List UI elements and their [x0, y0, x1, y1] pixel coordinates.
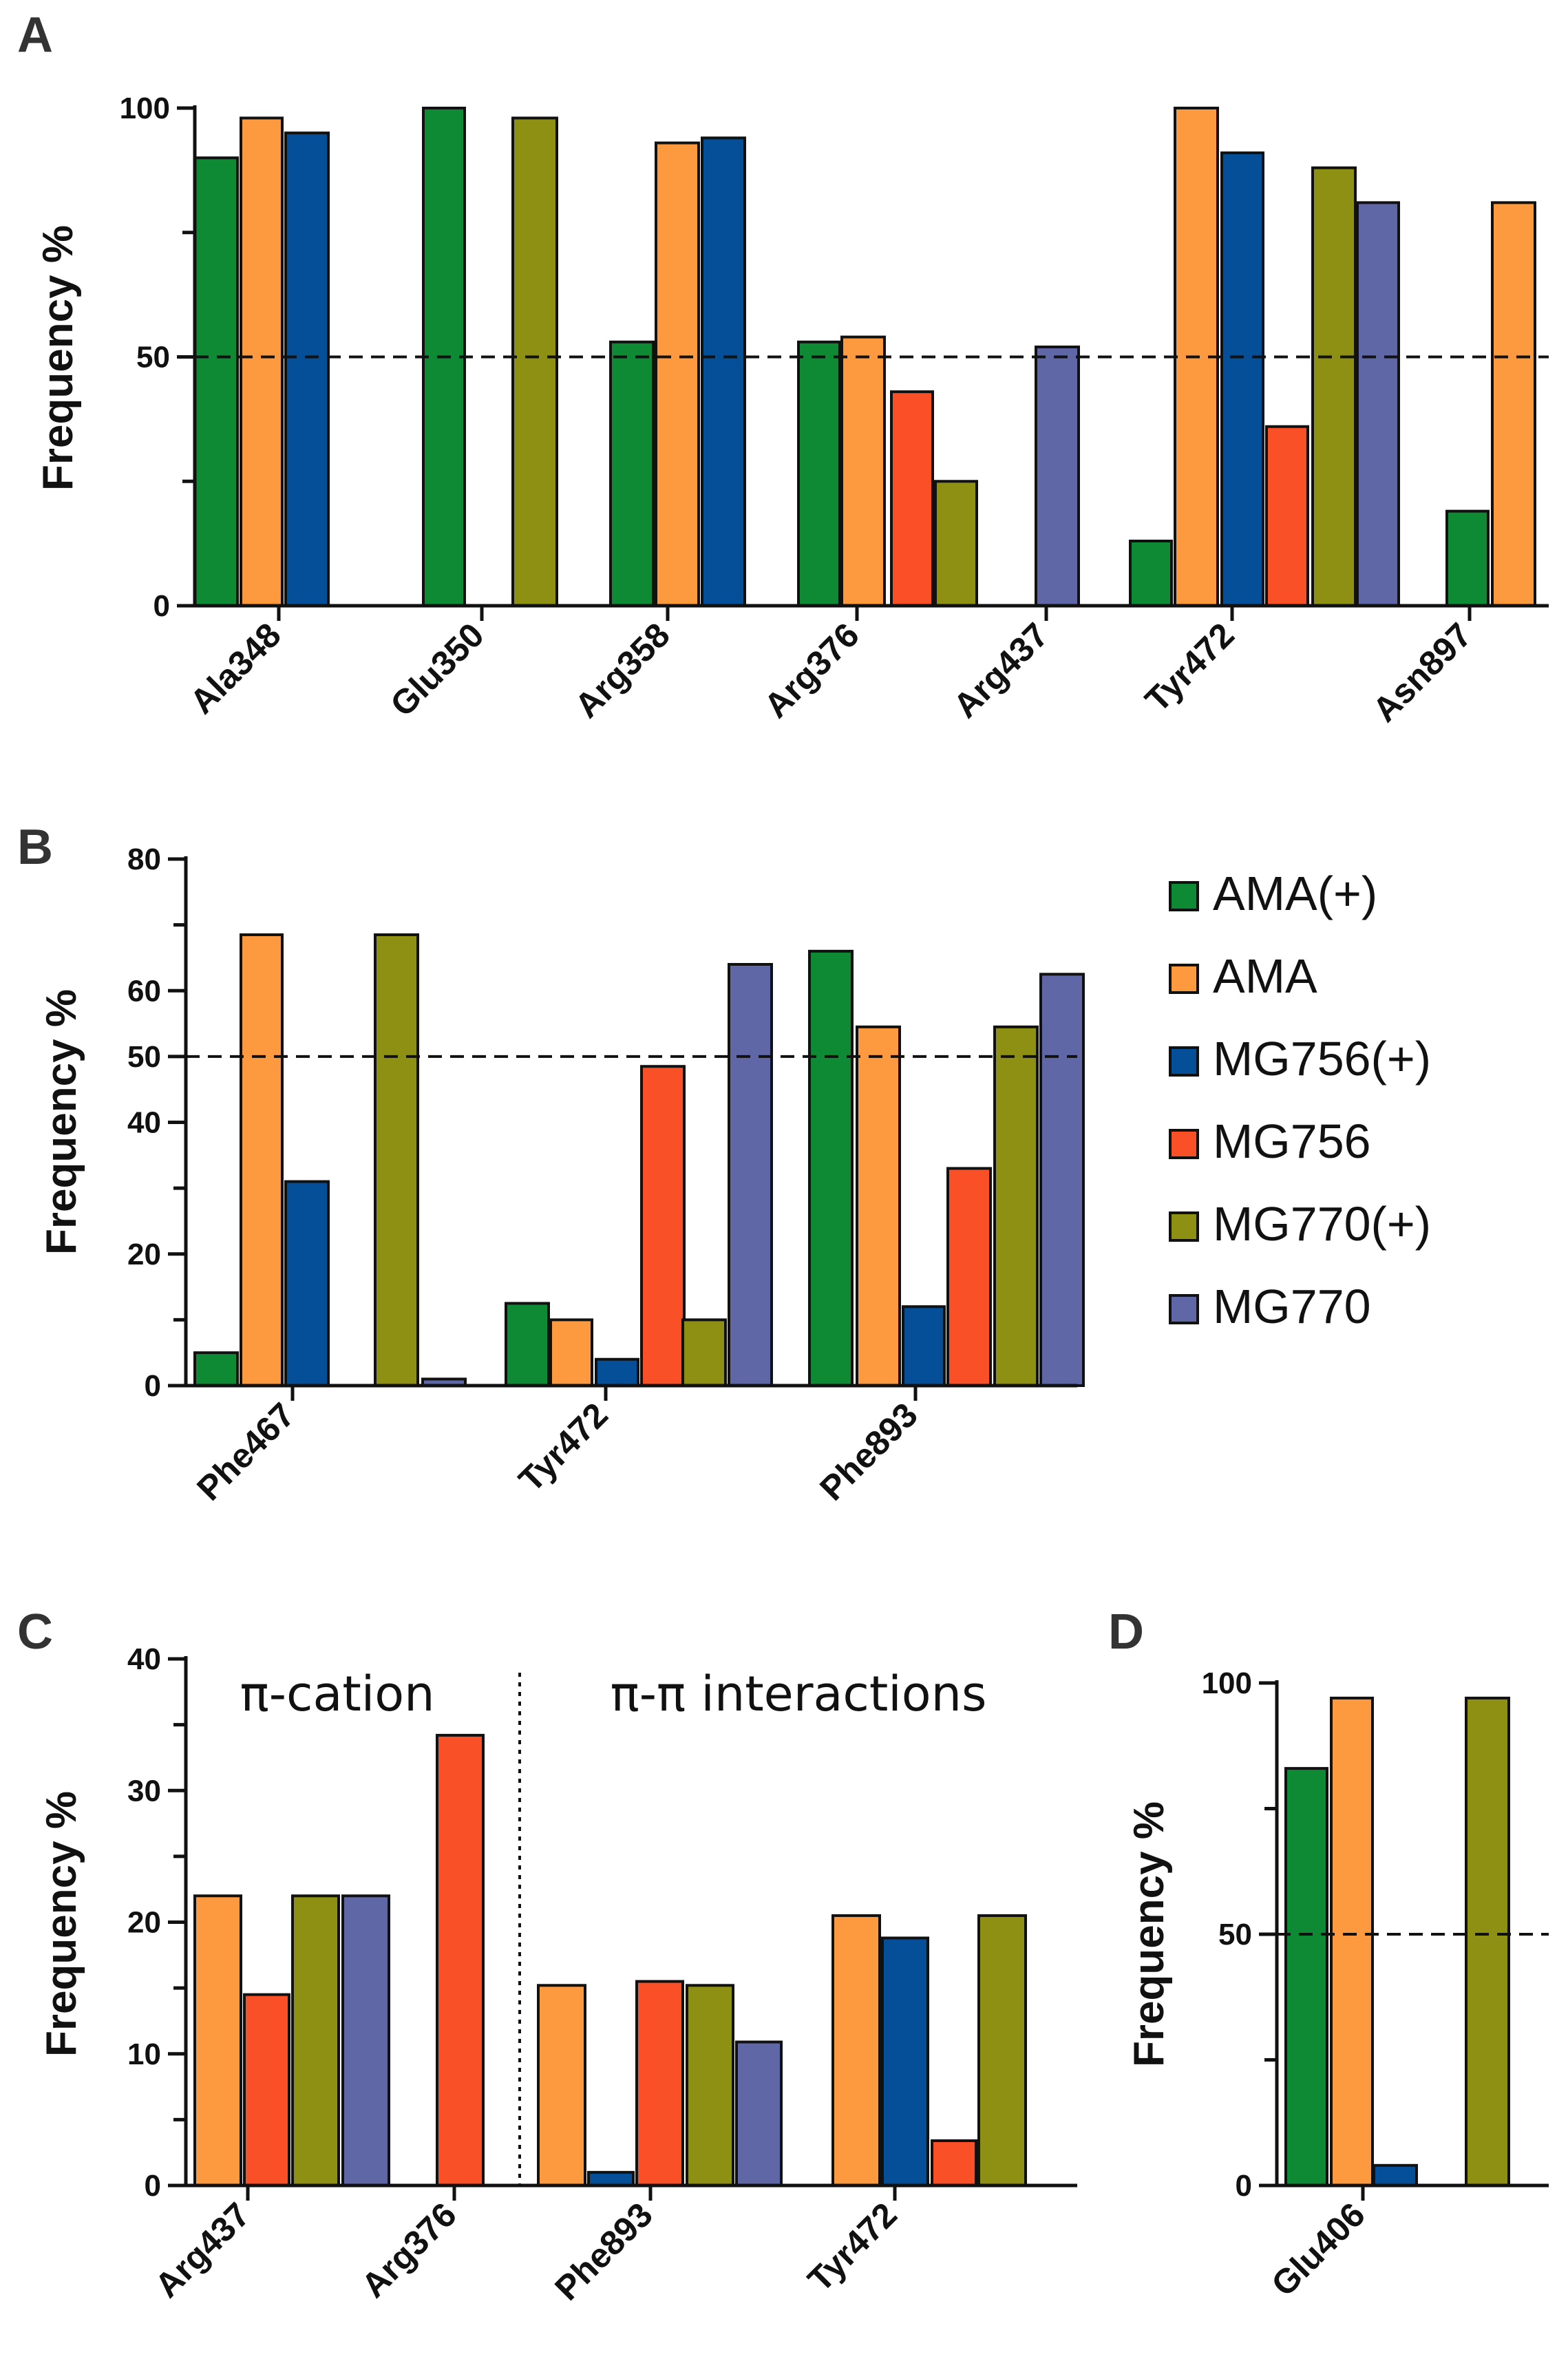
legend-swatch	[1169, 964, 1199, 994]
bar-phe893-mg770	[1039, 973, 1085, 1387]
bar-tyr472-mg770plus	[681, 1318, 727, 1387]
legend-swatch	[1169, 1211, 1199, 1242]
section-label: π-cation	[240, 1666, 435, 1722]
bar-arg376-ama	[840, 335, 886, 607]
y-tick-label: 0	[145, 1369, 161, 1403]
bar-ala348-ama	[240, 116, 284, 607]
bar-arg376-mg770plus	[934, 480, 978, 607]
bar-arg358-ama	[655, 141, 700, 608]
bar-phe893-mg756	[946, 1167, 992, 1387]
bar-phe893-mg770plus	[686, 1984, 734, 2188]
bar-glu350-mg770plus	[511, 116, 558, 607]
bar-tyr472-ama	[831, 1914, 881, 2187]
panel-letter: B	[17, 820, 53, 875]
bar-phe893-mg756plus	[902, 1305, 946, 1387]
bar-phe467-ama	[240, 933, 284, 1387]
legend-swatch	[1169, 881, 1199, 911]
bar-phe467-amaplus	[193, 1351, 239, 1387]
bar-phe893-mg756	[635, 1980, 684, 2187]
y-tick-label: 0	[153, 589, 170, 623]
bar-asn897-ama	[1491, 201, 1536, 607]
bar-tyr472-ama	[549, 1318, 593, 1387]
bar-tyr472-mg756plus	[595, 1357, 639, 1387]
y-axis-title: Frequency %	[38, 1791, 85, 2057]
bar-ala348-mg756plus	[284, 131, 330, 607]
legend-swatch	[1169, 1046, 1199, 1077]
y-axis-title: Frequency %	[34, 225, 82, 491]
bar-glu406-mg756plus	[1373, 2163, 1418, 2188]
bar-glu406-amaplus	[1284, 1767, 1328, 2188]
y-tick-label: 20	[127, 1906, 161, 1940]
bar-glu406-mg770plus	[1465, 1696, 1510, 2187]
bar-asn897-amaplus	[1445, 509, 1490, 607]
bar-arg437-mg756	[243, 1993, 290, 2187]
bar-glu406-ama	[1330, 1696, 1374, 2187]
y-tick-label: 50	[127, 1040, 161, 1074]
y-tick-label: 0	[145, 2169, 161, 2203]
bar-arg437-mg770	[341, 1894, 390, 2187]
bar-tyr472-amaplus	[1129, 540, 1173, 608]
y-tick-label: 40	[127, 1642, 161, 1676]
bar-arg376-mg756	[436, 1733, 485, 2188]
panel-letter: D	[1108, 1605, 1144, 1660]
bar-ala348-amaplus	[193, 156, 239, 608]
panel-letter: A	[17, 8, 53, 63]
panel-letter: C	[17, 1605, 53, 1660]
bar-arg437-mg770plus	[291, 1894, 340, 2187]
y-tick-label: 80	[127, 843, 161, 876]
bar-tyr472-mg756plus	[1220, 151, 1264, 607]
bar-tyr472-mg756	[931, 2139, 977, 2188]
bar-phe467-mg756plus	[284, 1180, 330, 1387]
bar-phe893-mg770plus	[993, 1025, 1039, 1387]
bar-arg437-mg770	[1035, 346, 1080, 607]
bar-arg376-amaplus	[797, 340, 841, 607]
y-axis-title: Frequency %	[38, 989, 85, 1255]
bar-phe467-mg770plus	[374, 933, 419, 1387]
bar-tyr472-mg756	[640, 1065, 686, 1387]
legend-label: AMA	[1213, 949, 1317, 1003]
y-tick-label: 10	[127, 2037, 161, 2071]
bar-phe893-ama	[856, 1025, 901, 1387]
bar-phe893-ama	[537, 1984, 586, 2188]
y-tick-label: 0	[1236, 2169, 1252, 2203]
legend-label: MG770	[1213, 1280, 1371, 1333]
bar-phe893-amaplus	[808, 949, 854, 1387]
legend-label: MG756	[1213, 1114, 1371, 1168]
bar-arg358-mg756plus	[701, 136, 746, 607]
bar-tyr472-mg770	[728, 963, 773, 1387]
bar-tyr472-mg756plus	[881, 1936, 929, 2187]
y-tick-label: 50	[136, 341, 170, 374]
bar-tyr472-mg770plus	[1311, 166, 1357, 607]
bar-tyr472-mg770plus	[977, 1914, 1027, 2187]
y-tick-label: 20	[127, 1238, 161, 1271]
bar-arg376-mg756	[890, 390, 934, 607]
y-tick-label: 50	[1218, 1918, 1252, 1951]
legend: AMA(+) AMA MG756(+) MG756 MG770(+) MG770	[1169, 867, 1431, 1333]
y-tick-label: 100	[120, 92, 170, 125]
bar-arg358-amaplus	[609, 340, 655, 607]
bar-phe893-mg756plus	[587, 2170, 635, 2187]
section-label: π-π interactions	[611, 1666, 987, 1722]
legend-label: AMA(+)	[1213, 867, 1377, 920]
y-axis-title: Frequency %	[1125, 1801, 1173, 2067]
y-tick-label: 40	[127, 1106, 161, 1140]
bar-tyr472-amaplus	[505, 1302, 550, 1387]
legend-label: MG770(+)	[1213, 1197, 1431, 1251]
y-tick-label: 30	[127, 1774, 161, 1808]
y-tick-label: 60	[127, 974, 161, 1008]
bar-tyr472-mg770	[1356, 201, 1400, 607]
bar-phe893-mg770	[735, 2040, 783, 2188]
bar-arg437-ama	[193, 1894, 242, 2187]
legend-swatch	[1169, 1294, 1199, 1324]
legend-swatch	[1169, 1129, 1199, 1159]
y-tick-label: 100	[1202, 1666, 1252, 1700]
legend-label: MG756(+)	[1213, 1032, 1431, 1086]
bar-tyr472-mg756	[1265, 425, 1309, 607]
